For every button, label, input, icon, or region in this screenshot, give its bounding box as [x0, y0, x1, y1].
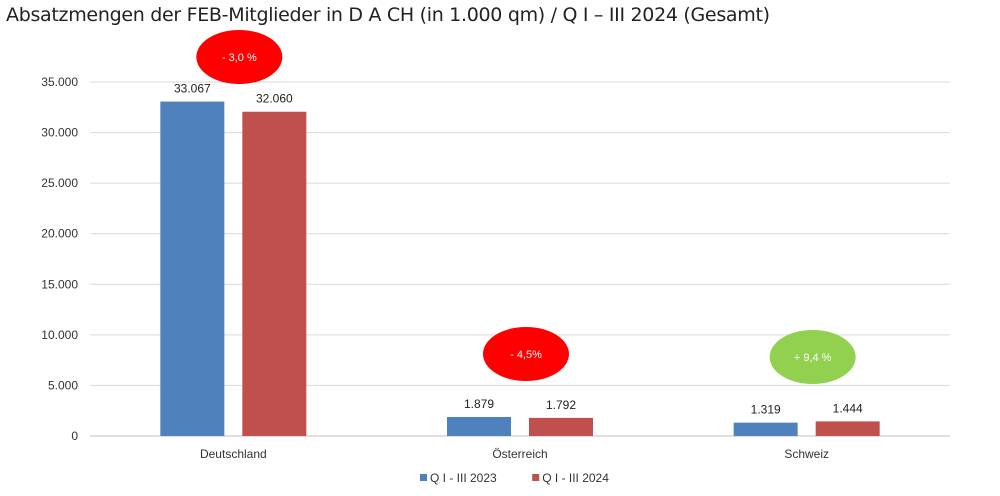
y-tick-label: 30.000	[41, 126, 78, 140]
legend-label: Q I - III 2024	[542, 471, 609, 485]
y-tick-label: 5.000	[48, 378, 78, 392]
y-tick-label: 25.000	[41, 176, 78, 190]
change-bubble	[196, 30, 283, 84]
y-tick-label: 35.000	[41, 75, 78, 89]
data-label: 32.060	[256, 92, 293, 106]
y-tick-label: 10.000	[41, 328, 78, 342]
legend-swatch	[532, 474, 540, 481]
y-tick-label: 0	[71, 429, 78, 443]
data-label: 1.792	[546, 398, 576, 412]
legend-swatch	[420, 474, 427, 481]
change-label: - 3,0 %	[222, 52, 257, 64]
y-tick-label: 20.000	[41, 227, 78, 241]
chart-title: Absatzmengen der FEB-Mitglieder in D A C…	[6, 4, 770, 26]
legend-label: Q I - III 2023	[430, 471, 497, 485]
data-label: 33.067	[174, 82, 211, 96]
category-label: Schweiz	[784, 447, 829, 461]
data-label: 1.879	[464, 397, 494, 411]
bar	[815, 421, 880, 436]
bar	[447, 416, 511, 436]
bar	[733, 422, 798, 436]
change-bubble	[769, 330, 856, 384]
category-label: Deutschland	[200, 447, 267, 461]
y-tick-label: 15.000	[41, 277, 78, 291]
change-label: - 4,5%	[510, 349, 542, 361]
change-label: + 9,4 %	[794, 352, 832, 364]
bar	[160, 101, 225, 437]
change-bubble	[483, 327, 569, 381]
category-label: Österreich	[492, 447, 547, 461]
data-label: 1.319	[751, 403, 781, 417]
bar	[242, 111, 307, 437]
bar	[529, 417, 593, 436]
data-label: 1.444	[833, 401, 863, 415]
